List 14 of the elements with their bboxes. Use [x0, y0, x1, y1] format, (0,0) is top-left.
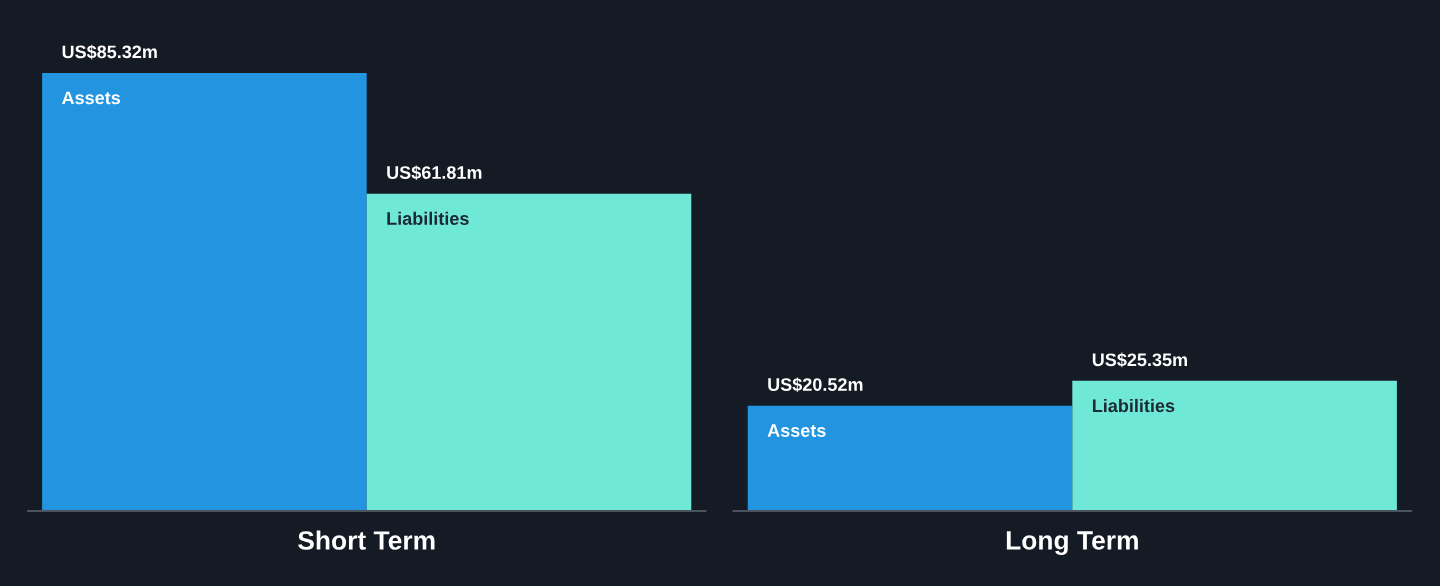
x-tick-label: Long Term	[1006, 531, 1138, 556]
text: Assets	[767, 424, 826, 437]
bar	[1072, 380, 1397, 511]
series-label: Liabilities	[387, 211, 469, 225]
data-label: US$61.81m	[387, 165, 482, 181]
x-tick-label: Short Term	[298, 530, 435, 550]
bar	[747, 405, 1073, 511]
bar	[366, 193, 692, 511]
data-label: US$85.32m	[62, 44, 157, 60]
bar	[42, 72, 367, 511]
data-label: US$20.52m	[768, 377, 863, 393]
data-label: US$25.35m	[1092, 352, 1187, 368]
series-label: Assets	[62, 91, 121, 105]
text: Liabilities	[1092, 398, 1175, 413]
